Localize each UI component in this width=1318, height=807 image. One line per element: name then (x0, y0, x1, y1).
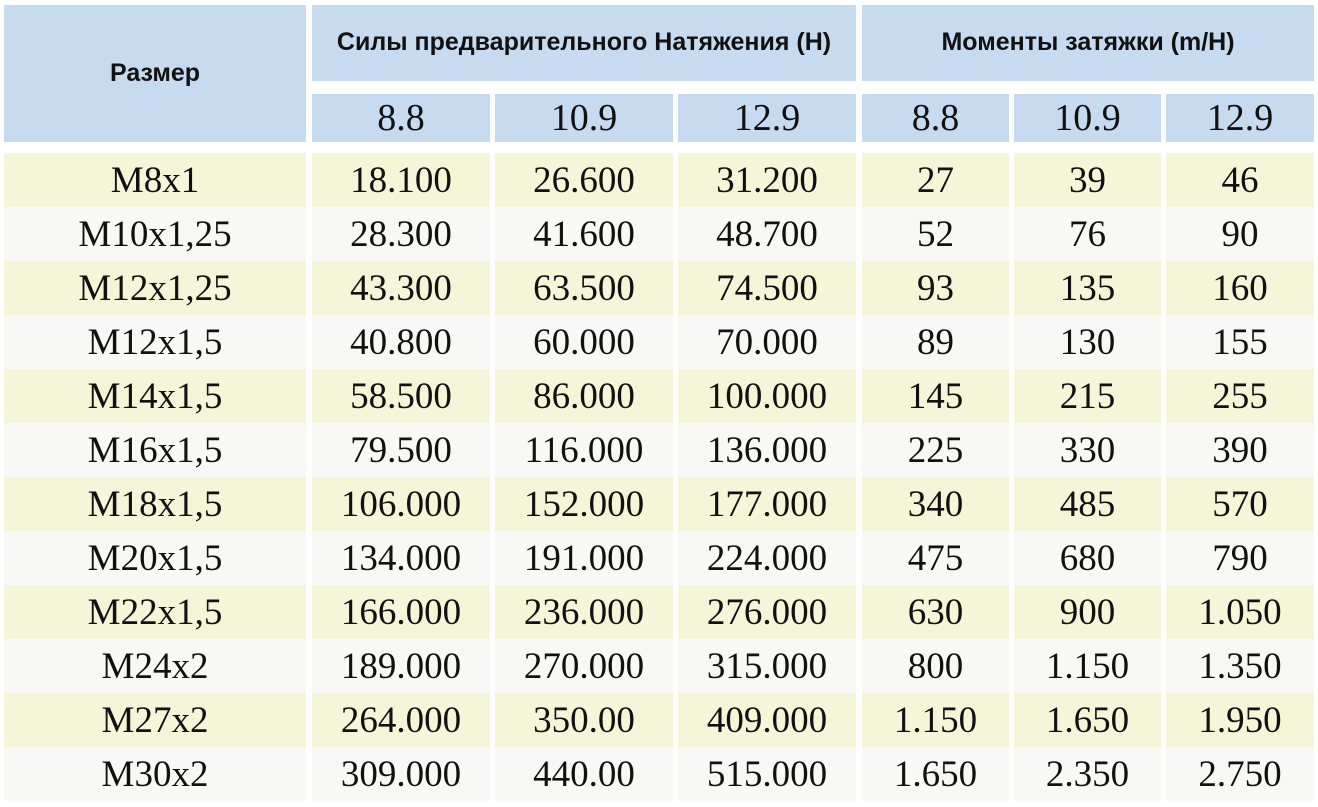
header-grade-force-10-9: 10.9 (495, 94, 673, 142)
cell-torque-10-9: 135 (1014, 261, 1161, 315)
cell-force-12-9: 224.000 (678, 531, 856, 585)
header-grade-torque-12-9: 12.9 (1166, 94, 1314, 142)
header-grade-force-12-9: 12.9 (678, 94, 856, 142)
cell-force-10-9: 236.000 (495, 585, 673, 639)
cell-force-10-9: 41.600 (495, 207, 673, 261)
cell-force-10-9: 63.500 (495, 261, 673, 315)
cell-force-8-8: 309.000 (312, 747, 490, 801)
header-grade-force-8-8: 8.8 (312, 94, 490, 142)
cell-size: M27x2 (4, 693, 306, 747)
cell-size: M16x1,5 (4, 423, 306, 477)
cell-size: M12x1,5 (4, 315, 306, 369)
cell-force-12-9: 48.700 (678, 207, 856, 261)
cell-torque-12-9: 160 (1166, 261, 1314, 315)
cell-torque-12-9: 390 (1166, 423, 1314, 477)
cell-force-10-9: 350.00 (495, 693, 673, 747)
cell-torque-10-9: 1.150 (1014, 639, 1161, 693)
cell-torque-12-9: 1.950 (1166, 693, 1314, 747)
cell-torque-10-9: 485 (1014, 477, 1161, 531)
cell-size: M20x1,5 (4, 531, 306, 585)
header-size: Размер (4, 5, 306, 142)
cell-torque-12-9: 570 (1166, 477, 1314, 531)
cell-force-8-8: 166.000 (312, 585, 490, 639)
cell-torque-8-8: 27 (862, 153, 1009, 207)
cell-force-8-8: 40.800 (312, 315, 490, 369)
cell-size: M12x1,25 (4, 261, 306, 315)
cell-size: M14x1,5 (4, 369, 306, 423)
cell-torque-8-8: 145 (862, 369, 1009, 423)
cell-torque-10-9: 215 (1014, 369, 1161, 423)
cell-force-12-9: 136.000 (678, 423, 856, 477)
cell-torque-10-9: 1.650 (1014, 693, 1161, 747)
bolt-spec-table: Размер Силы предварительного Натяжения (… (4, 5, 1314, 803)
cell-torque-8-8: 800 (862, 639, 1009, 693)
cell-torque-8-8: 630 (862, 585, 1009, 639)
header-grade-torque-10-9: 10.9 (1014, 94, 1161, 142)
cell-force-12-9: 515.000 (678, 747, 856, 801)
cell-force-12-9: 100.000 (678, 369, 856, 423)
cell-torque-10-9: 680 (1014, 531, 1161, 585)
cell-force-10-9: 270.000 (495, 639, 673, 693)
cell-force-12-9: 70.000 (678, 315, 856, 369)
cell-force-8-8: 189.000 (312, 639, 490, 693)
cell-torque-10-9: 39 (1014, 153, 1161, 207)
header-grade-torque-8-8: 8.8 (862, 94, 1009, 142)
cell-torque-8-8: 93 (862, 261, 1009, 315)
cell-force-12-9: 74.500 (678, 261, 856, 315)
header-group-torque-label: Моменты затяжки (m/H) (941, 28, 1235, 57)
cell-force-8-8: 18.100 (312, 153, 490, 207)
cell-force-12-9: 31.200 (678, 153, 856, 207)
cell-torque-12-9: 790 (1166, 531, 1314, 585)
cell-size: M10x1,25 (4, 207, 306, 261)
cell-torque-12-9: 1.350 (1166, 639, 1314, 693)
cell-torque-10-9: 2.350 (1014, 747, 1161, 801)
cell-torque-10-9: 900 (1014, 585, 1161, 639)
header-group-force-label: Силы предварительного Натяжения (Н) (336, 28, 832, 57)
cell-force-8-8: 28.300 (312, 207, 490, 261)
cell-torque-12-9: 90 (1166, 207, 1314, 261)
cell-force-10-9: 26.600 (495, 153, 673, 207)
cell-force-8-8: 264.000 (312, 693, 490, 747)
header-size-label: Размер (109, 58, 201, 87)
cell-force-12-9: 177.000 (678, 477, 856, 531)
cell-torque-12-9: 2.750 (1166, 747, 1314, 801)
cell-force-8-8: 43.300 (312, 261, 490, 315)
cell-torque-8-8: 52 (862, 207, 1009, 261)
cell-force-12-9: 315.000 (678, 639, 856, 693)
cell-torque-8-8: 475 (862, 531, 1009, 585)
cell-torque-8-8: 225 (862, 423, 1009, 477)
cell-force-12-9: 276.000 (678, 585, 856, 639)
cell-torque-8-8: 89 (862, 315, 1009, 369)
cell-force-8-8: 106.000 (312, 477, 490, 531)
cell-torque-8-8: 1.650 (862, 747, 1009, 801)
cell-force-8-8: 58.500 (312, 369, 490, 423)
cell-torque-12-9: 1.050 (1166, 585, 1314, 639)
cell-torque-10-9: 76 (1014, 207, 1161, 261)
cell-force-10-9: 191.000 (495, 531, 673, 585)
header-group-force: Силы предварительного Натяжения (Н) (312, 5, 856, 81)
cell-force-10-9: 440.00 (495, 747, 673, 801)
cell-torque-10-9: 330 (1014, 423, 1161, 477)
cell-force-10-9: 116.000 (495, 423, 673, 477)
cell-force-10-9: 86.000 (495, 369, 673, 423)
cell-torque-8-8: 1.150 (862, 693, 1009, 747)
cell-size: M24x2 (4, 639, 306, 693)
cell-size: M18x1,5 (4, 477, 306, 531)
cell-torque-12-9: 255 (1166, 369, 1314, 423)
cell-torque-8-8: 340 (862, 477, 1009, 531)
cell-torque-12-9: 155 (1166, 315, 1314, 369)
cell-size: M8x1 (4, 153, 306, 207)
cell-force-10-9: 60.000 (495, 315, 673, 369)
cell-force-12-9: 409.000 (678, 693, 856, 747)
cell-size: M22x1,5 (4, 585, 306, 639)
cell-torque-12-9: 46 (1166, 153, 1314, 207)
cell-force-8-8: 134.000 (312, 531, 490, 585)
cell-size: M30x2 (4, 747, 306, 801)
header-group-torque: Моменты затяжки (m/H) (862, 5, 1314, 81)
cell-force-8-8: 79.500 (312, 423, 490, 477)
cell-force-10-9: 152.000 (495, 477, 673, 531)
cell-torque-10-9: 130 (1014, 315, 1161, 369)
